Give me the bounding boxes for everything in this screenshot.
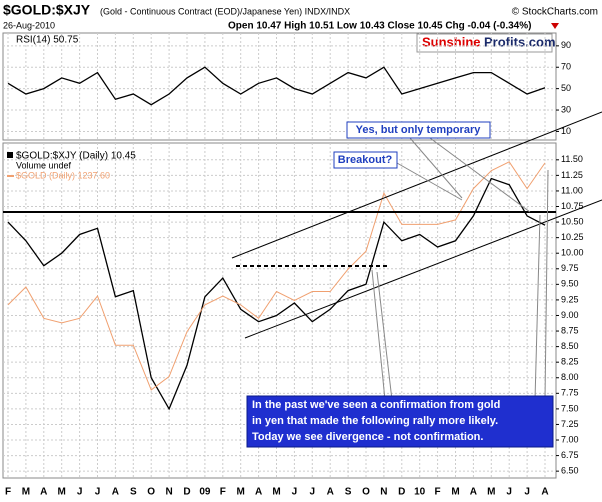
y-tick-label: 10.75 [561,201,584,211]
annotation-box [246,395,554,448]
x-tick-label: J [506,487,512,498]
x-tick-label: M [22,487,30,498]
y-tick-label: 9.50 [561,279,579,289]
x-tick-label: J [292,487,298,498]
y-tick-label: 10.25 [561,232,584,242]
price-panel [2,142,557,479]
logo-right: Profits.com [484,34,556,49]
x-tick-label: J [310,487,316,498]
logo-box [416,33,553,53]
x-tick-label: O [362,487,370,498]
pointer [396,162,463,201]
y-tick-label: 8.00 [561,372,579,382]
annotation-box [333,151,398,169]
pointer [534,214,541,401]
x-tick-label: F [435,487,441,498]
y-tick-label: 90 [561,40,571,50]
pointer [409,137,463,199]
y-tick-label: 7.00 [561,434,579,444]
y-tick-label: 9.25 [561,294,579,304]
y-tick-label: 7.75 [561,388,579,398]
lower-channel [244,199,602,339]
symbol: $GOLD:$XJY [3,2,91,18]
x-tick-label: D [183,487,190,498]
x-tick-label: M [58,487,66,498]
y-tick-label: 11.00 [561,185,583,195]
x-tick-label: 09 [199,487,211,498]
y-tick-label: 8.50 [561,341,579,351]
upper-channel [231,111,602,259]
legend-entry: $GOLD:$XJY (Daily) 10.45 [16,151,136,162]
x-tick-label: A [112,487,119,498]
y-tick-label: 7.25 [561,419,579,429]
y-tick-label: 10.00 [561,248,584,258]
y-tick-label: 7.50 [561,403,579,413]
x-tick-label: M [237,487,245,498]
y-tick-label: 8.75 [561,325,579,335]
y-tick-label: 9.75 [561,263,579,273]
description: (Gold - Continuous Contract (EOD)/Japane… [100,6,350,16]
pointers [371,137,549,401]
series-line [7,177,546,411]
y-tick-label: 8.25 [561,357,579,367]
annotation: in yen that made the following rally mor… [252,415,498,427]
x-tick-label: D [398,487,405,498]
y-tick-label: 10 [561,126,571,136]
source: © StockCharts.com [512,7,598,18]
down-arrow [551,23,559,29]
x-tick-label: F [5,487,11,498]
x-tick-label: A [470,487,477,498]
x-tick-label: A [327,487,334,498]
y-tick-label: 11.50 [561,154,583,164]
annotation: In the past we've seen a confirmation fr… [252,399,500,411]
y-tick-label: 6.75 [561,450,579,460]
x-tick-label: J [524,487,530,498]
x-tick-label: J [77,487,83,498]
annotation: Breakout? [338,154,393,166]
x-tick-label: A [255,487,262,498]
annotation: Yes, but only temporary [356,124,482,136]
x-tick-label: A [541,487,548,498]
y-tick-label: 6.50 [561,466,579,476]
y-tick-label: 70 [561,62,571,72]
x-tick-label: M [272,487,280,498]
annotation: Today we see divergence - not confirmati… [252,431,483,443]
x-tick-label: O [147,487,155,498]
trend-lines [3,111,602,339]
legend-entry: $GOLD (Daily) 1237.60 [16,170,110,180]
y-tick-label: 10.50 [561,216,584,226]
x-tick-label: A [40,487,47,498]
date: 26-Aug-2010 [3,20,55,30]
x-tick-label: M [487,487,495,498]
pointer [371,269,386,401]
x-tick-label: F [220,487,226,498]
annotation-box [346,121,491,139]
legend-swatch [7,152,13,158]
legend-entry: Volume undef [16,160,72,170]
logo-left: Sunshine [422,34,481,49]
x-tick-label: M [451,487,459,498]
pointer [376,271,393,401]
series-line [7,161,546,391]
layer: 90 70 50 30 10 RSI(14) 50.75 6.50 6.75 7.00 7.25 7… [3,33,584,498]
y-tick-label: 9.00 [561,310,579,320]
series-line [7,66,546,106]
x-tick-label: N [165,487,172,498]
x-tick-label: S [130,487,137,498]
y-tick-label: 11.25 [561,170,583,180]
x-tick-label: 10 [414,487,426,498]
pointer [429,137,531,213]
panel-title: RSI(14) 50.75 [16,35,79,46]
x-tick-label: S [345,487,352,498]
x-tick-label: N [380,487,387,498]
pointer [544,169,549,401]
x-tick-label: J [95,487,101,498]
quote: Open 10.47 High 10.51 Low 10.43 Close 10… [228,21,531,32]
y-tick-label: 30 [561,104,571,114]
rsi-panel [2,32,557,141]
y-tick-label: 50 [561,83,571,93]
